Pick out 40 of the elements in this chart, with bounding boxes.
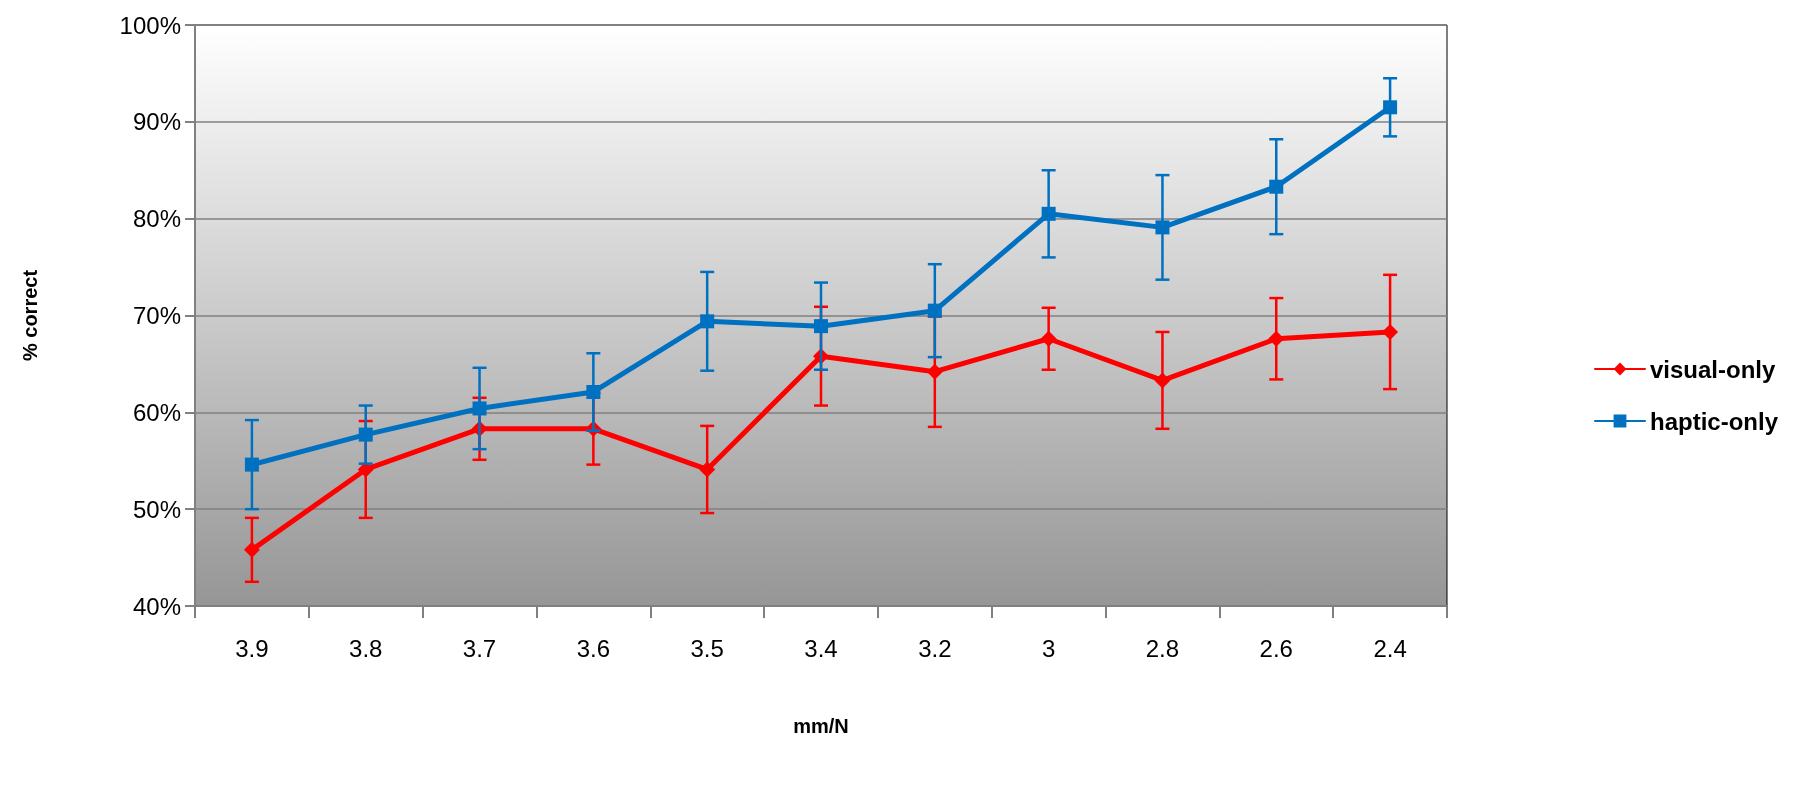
y-tick-label: 50% xyxy=(132,495,181,523)
y-tick-label: 40% xyxy=(132,592,181,620)
point xyxy=(700,314,715,329)
point xyxy=(586,385,601,399)
point xyxy=(1269,179,1284,194)
x-tick-label: 3.9 xyxy=(235,634,269,662)
point xyxy=(243,541,260,558)
x-tick-label: 3.5 xyxy=(690,634,724,662)
x-tick-label: 3.6 xyxy=(576,634,611,662)
x-tick-label: 3 xyxy=(1041,634,1056,662)
x-tick-label: 2.4 xyxy=(1373,634,1407,662)
point xyxy=(1154,372,1171,389)
y-tick-label: 80% xyxy=(132,205,181,233)
legend-label: haptic-only xyxy=(1650,407,1779,435)
legend-label: visual-only xyxy=(1650,355,1777,383)
x-tick-label: 2.8 xyxy=(1145,634,1180,662)
point xyxy=(1155,220,1170,235)
point xyxy=(926,363,943,380)
y-tick-label: 60% xyxy=(132,398,181,426)
point xyxy=(814,319,828,334)
x-tick-label: 3.4 xyxy=(804,634,838,662)
x-tick-label: 3.7 xyxy=(462,634,497,662)
point xyxy=(1268,330,1285,347)
point xyxy=(927,303,942,318)
y-tick-label: 70% xyxy=(132,302,181,329)
y-axis-title: % correct xyxy=(19,269,41,362)
x-tick-label: 3.8 xyxy=(349,634,383,662)
point xyxy=(1041,206,1056,221)
y-tick-label: 90% xyxy=(132,108,181,136)
point xyxy=(699,461,716,478)
y-tick-label: 100% xyxy=(119,11,181,39)
point xyxy=(1040,330,1057,347)
point xyxy=(1383,100,1398,115)
x-axis-title: mm/N xyxy=(793,715,849,737)
point xyxy=(1382,323,1399,340)
point xyxy=(472,401,487,416)
x-tick-label: 2.6 xyxy=(1259,634,1293,662)
point xyxy=(358,427,373,442)
x-tick-label: 3.2 xyxy=(918,634,952,662)
point xyxy=(244,457,259,472)
